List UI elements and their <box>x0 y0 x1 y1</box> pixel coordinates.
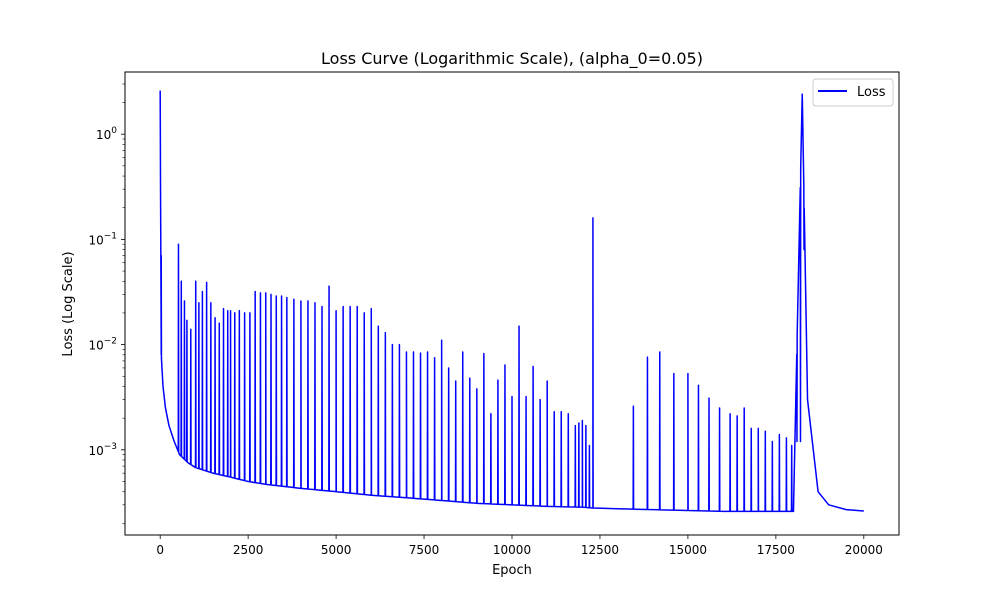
x-tick-label: 5000 <box>321 543 352 557</box>
x-axis-label: Epoch <box>492 563 532 578</box>
y-tick-label: 10−1 <box>88 231 117 247</box>
loss-series-line <box>159 90 864 513</box>
x-tick-label: 17500 <box>757 543 795 557</box>
y-axis: 10−3 10−2 10−1 100 <box>88 83 125 524</box>
x-tick-label: 0 <box>156 543 164 557</box>
x-axis: 0 2500 5000 7500 10000 12500 15000 17500 20000 <box>156 535 883 557</box>
legend-label: Loss <box>857 85 886 100</box>
plot-area <box>159 90 864 513</box>
x-tick-label: 12500 <box>581 543 619 557</box>
chart-title: Loss Curve (Logarithmic Scale), (alpha_0… <box>321 49 703 69</box>
y-tick-label: 10−3 <box>88 442 117 458</box>
x-tick-label: 2500 <box>233 543 264 557</box>
x-tick-label: 20000 <box>845 543 883 557</box>
y-tick-label: 100 <box>96 126 117 142</box>
x-tick-label: 10000 <box>493 543 531 557</box>
x-tick-label: 7500 <box>409 543 440 557</box>
legend: Loss <box>812 78 894 107</box>
legend-box <box>812 78 894 107</box>
x-tick-label: 15000 <box>669 543 707 557</box>
y-tick-label: 10−2 <box>88 337 117 353</box>
y-axis-label: Loss (Log Scale) <box>61 251 76 356</box>
